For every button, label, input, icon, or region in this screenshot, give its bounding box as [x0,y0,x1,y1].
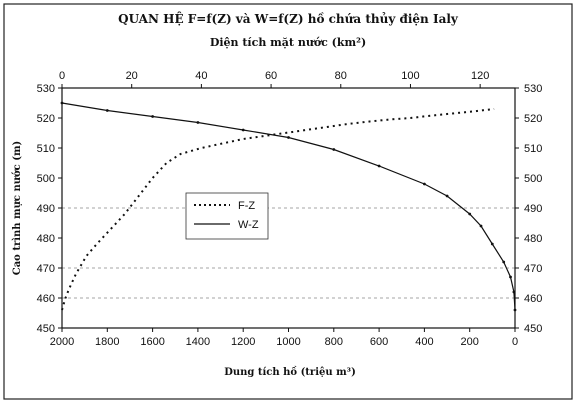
right-tick-label: 510 [524,143,542,155]
top-tick-label: 60 [265,70,277,82]
top-tick-label: 20 [126,70,138,82]
bottom-tick-label: 1600 [140,336,164,348]
bottom-axis-label: Dung tích hồ (triệu m³) [224,366,356,378]
left-tick-label: 520 [37,113,55,125]
right-tick-label: 460 [524,293,542,305]
series-line-f-z [61,108,495,311]
series-point-w-z [479,224,483,228]
legend-label-f-z: F-Z [238,200,255,212]
series-point-w-z [241,128,245,132]
series-point-w-z [377,164,381,168]
left-tick-label: 530 [37,83,55,95]
top-tick-label: 40 [195,70,207,82]
series-point-w-z [502,260,506,264]
series-point-w-z [490,242,494,246]
right-tick-label: 470 [524,263,542,275]
bottom-tick-label: 400 [415,336,433,348]
bottom-tick-label: 1000 [276,336,300,348]
right-tick-label: 520 [524,113,542,125]
series-point-w-z [512,290,516,294]
right-tick-label: 490 [524,203,542,215]
bottom-tick-label: 1400 [186,336,210,348]
left-axis-label: Cao trình mực nước (m) [12,141,23,276]
left-tick-label: 510 [37,143,55,155]
right-tick-label: 530 [524,83,542,95]
series-point-w-z [468,212,472,216]
series-point-w-z [196,121,200,124]
left-tick-label: 470 [37,263,55,275]
outer-frame [3,3,573,400]
top-axis-label: Diện tích mặt nước (km²) [210,36,366,49]
left-tick-label: 460 [37,293,55,305]
top-tick-label: 120 [471,70,489,82]
top-tick-label: 0 [59,70,65,82]
bottom-tick-label: 1200 [231,336,255,348]
left-tick-label: 480 [37,233,55,245]
left-tick-label: 500 [37,173,55,185]
right-tick-label: 500 [524,173,542,185]
top-axis-ticks: 0 20 40 60 80 100 120 [59,70,489,88]
legend-label-w-z: W-Z [238,219,259,231]
series-point-w-z [105,109,109,112]
series-point-w-z [509,275,512,279]
legend: F-Z W-Z [185,192,269,240]
series-point-w-z [423,182,426,186]
bottom-axis-ticks: 2000 1800 1600 1400 1200 1000 800 600 400 200 0 [50,328,518,348]
bottom-tick-label: 600 [370,336,388,348]
bottom-tick-label: 2000 [50,336,74,348]
left-tick-label: 490 [37,203,55,215]
right-tick-label: 450 [524,323,542,335]
bottom-tick-label: 800 [325,336,343,348]
bottom-tick-label: 1800 [95,336,119,348]
series-layer [60,101,517,312]
left-axis-ticks: 450 460 470 480 490 500 510 520 530 [37,83,62,335]
series-point-w-z [445,194,449,198]
series-point-w-z [151,115,155,118]
bottom-tick-label: 0 [512,336,518,348]
series-point-w-z [513,308,517,312]
right-axis-ticks: 450 460 470 480 490 500 510 520 530 [515,83,542,335]
left-tick-label: 450 [37,323,55,335]
legend-box [185,192,269,240]
series-point-w-z [60,101,64,105]
series-point-w-z [287,136,290,139]
bottom-tick-label: 200 [461,336,479,348]
series-point-w-z [332,148,336,151]
top-tick-label: 80 [335,70,347,82]
right-tick-label: 480 [524,233,542,245]
chart-title: QUAN HỆ F=f(Z) và W=f(Z) hồ chứa thủy đi… [118,11,459,26]
top-tick-label: 100 [401,70,419,82]
